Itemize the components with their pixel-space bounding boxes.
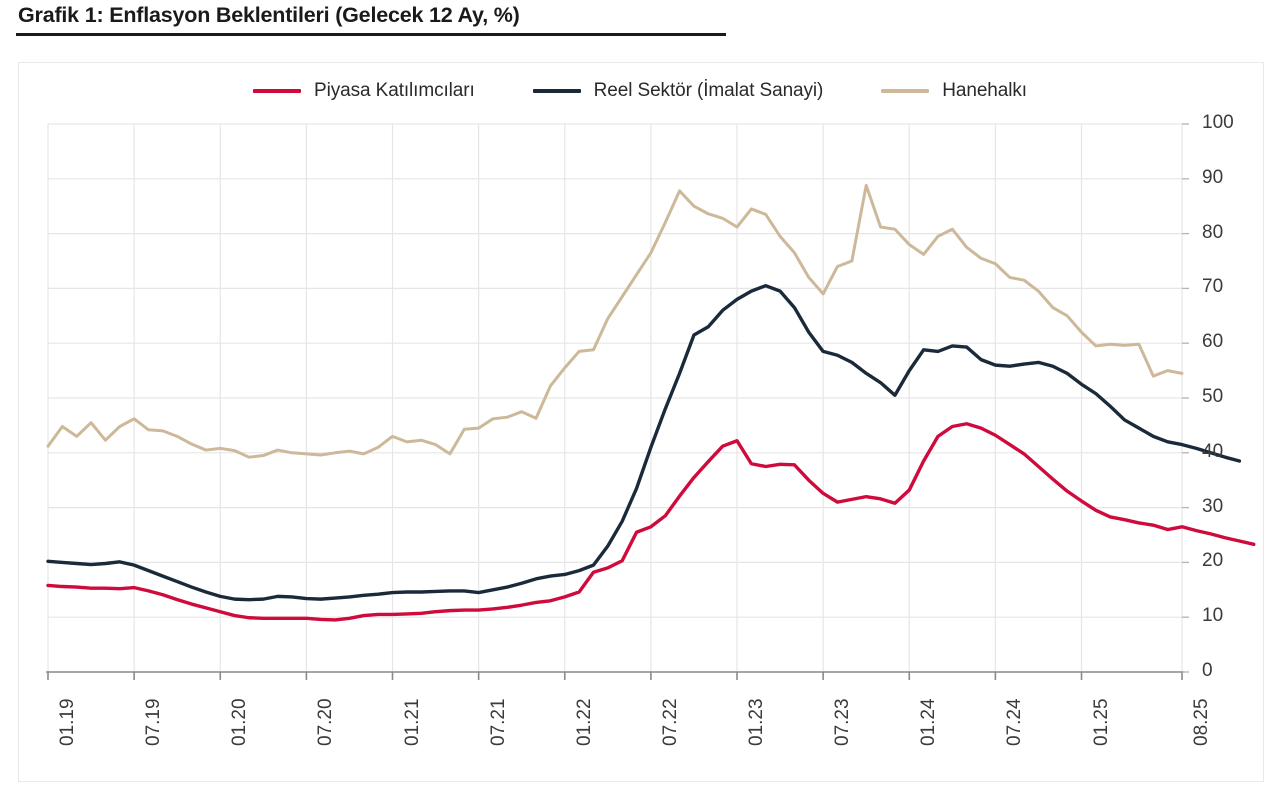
page-title: Grafik 1: Enflasyon Beklentileri (Gelece… [18,3,520,27]
legend-label-piyasa: Piyasa Katılımcıları [314,80,475,101]
legend-swatch-hanehalki [881,88,930,94]
title-bar: Grafik 1: Enflasyon Beklentileri (Gelece… [14,2,1266,42]
chart-frame [18,62,1264,782]
legend-swatch-reel-sektor [532,88,581,94]
legend-item-reel-sektor: Reel Sektör (İmalat Sanayi) [532,80,824,102]
legend-label-reel-sektor: Reel Sektör (İmalat Sanayi) [593,80,824,101]
legend-label-hanehalki: Hanehalkı [942,80,1027,101]
legend-item-hanehalki: Hanehalkı [881,80,1027,102]
legend-item-piyasa-katilimcilari: Piyasa Katılımcıları [253,80,475,102]
title-underline [16,33,726,36]
chart-legend: Piyasa Katılımcıları Reel Sektör (İmalat… [0,76,1280,106]
legend-swatch-piyasa [253,88,302,94]
